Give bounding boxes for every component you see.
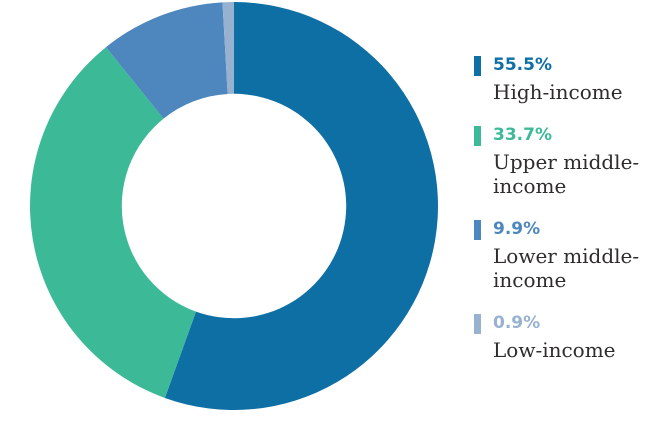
donut-segment-high-income <box>164 2 438 410</box>
legend-item-low-income: 0.9% Low-income <box>474 312 647 362</box>
legend-label: Low-income <box>493 338 616 362</box>
donut-segment-upper-middle-income <box>30 47 196 398</box>
legend-percent: 55.5% <box>493 55 552 75</box>
donut-segment-lower-middle-income <box>105 2 228 119</box>
legend-item-high-income: 55.5% High-income <box>474 54 647 104</box>
legend-item-lower-middle-income: 9.9% Lower middle-income <box>474 218 647 292</box>
legend-label: Upper middle-income <box>493 150 640 198</box>
legend-percent: 9.9% <box>493 219 541 239</box>
legend-swatch-icon <box>474 56 481 76</box>
legend-swatch-icon <box>474 126 481 146</box>
legend-item-upper-middle-income: 33.7% Upper middle-income <box>474 124 647 198</box>
donut-segment-low-income <box>222 2 234 94</box>
legend-swatch-icon <box>474 220 481 240</box>
donut-chart <box>30 2 438 410</box>
chart-legend: 55.5% High-income 33.7% Upper middle-income… <box>474 54 647 362</box>
legend-label: High-income <box>493 80 623 104</box>
legend-percent: 0.9% <box>493 313 541 333</box>
legend-label: Lower middle-income <box>493 244 640 292</box>
legend-percent: 33.7% <box>493 125 552 145</box>
legend-swatch-icon <box>474 314 481 334</box>
